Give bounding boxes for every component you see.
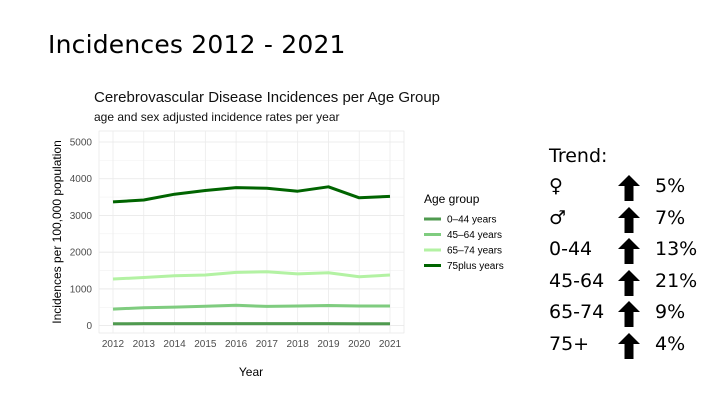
x-tick-label: 2016 [225, 339, 248, 350]
series-line [112, 185, 391, 204]
trend-label: 0-44 [549, 238, 593, 260]
series-line [112, 303, 390, 311]
x-tick-label: 2020 [348, 339, 371, 350]
up-arrow-icon [618, 269, 640, 296]
x-tick-label: 2012 [102, 339, 125, 350]
y-tick-label: 3000 [70, 211, 93, 222]
trend-row: ♀ 5% [549, 171, 719, 203]
trend-row: 0-44 13% [549, 234, 719, 266]
trend-row: ♂ 7% [549, 203, 719, 235]
x-tick-label: 2017 [256, 339, 279, 350]
trend-title: Trend: [549, 145, 608, 167]
trend-label: 65-74 [549, 301, 605, 323]
y-tick-label: 2000 [70, 248, 93, 259]
y-tick-label: 4000 [70, 174, 93, 185]
trend-value: 5% [655, 175, 686, 197]
trend-label: 75+ [549, 332, 590, 355]
y-axis-label: Incidences per 100,000 population [50, 140, 64, 323]
legend-item: 65–74 years [447, 246, 502, 257]
legend-title: Age group [424, 192, 480, 206]
y-tick-label: 5000 [70, 138, 93, 149]
trend-row: 75+ 4% [549, 329, 719, 361]
x-tick-label: 2018 [287, 339, 310, 350]
trend-row: 45-64 21% [549, 266, 719, 298]
trend-panel: Trend: ♀ 5% ♂ 7% 0-44 13% 45-64 21% 65-74 9% 75+ 4% [549, 145, 719, 360]
x-tick-label: 2019 [317, 339, 340, 350]
trend-value: 21% [655, 269, 698, 292]
x-tick-label: 2014 [163, 339, 186, 350]
trend-list: ♀ 5% ♂ 7% 0-44 13% 45-64 21% 65-74 9% 75+ 4% [549, 171, 719, 360]
up-arrow-icon [618, 206, 640, 233]
x-tick-label: 2015 [194, 339, 217, 350]
up-arrow-icon [618, 301, 640, 327]
y-tick-label: 0 [86, 321, 92, 332]
chart-title: Cerebrovascular Disease Incidences per A… [94, 89, 441, 106]
chart-subtitle: age and sex adjusted incidence rates per… [94, 110, 340, 124]
trend-label: ♀ [549, 175, 563, 197]
trend-value: 7% [655, 206, 686, 229]
series-line [112, 270, 391, 281]
up-arrow-icon [618, 332, 640, 359]
up-arrow-icon [618, 238, 640, 264]
legend-item: 45–64 years [447, 230, 502, 241]
trend-value: 9% [655, 301, 686, 323]
trend-label: 45-64 [549, 269, 605, 292]
slide-title: Incidences 2012 - 2021 [48, 30, 346, 59]
trend-value: 13% [655, 238, 698, 260]
up-arrow-icon [618, 175, 640, 201]
x-tick-label: 2013 [133, 339, 156, 350]
x-tick-label: 2021 [379, 339, 402, 350]
plot-panel [98, 130, 405, 334]
trend-label: ♂ [549, 206, 567, 229]
legend-item: 0–44 years [447, 215, 496, 226]
y-tick-label: 1000 [70, 284, 93, 295]
trend-row: 65-74 9% [549, 297, 719, 329]
x-axis-label: Year [239, 365, 263, 379]
legend-item: 75plus years [447, 261, 504, 272]
trend-value: 4% [655, 332, 686, 355]
